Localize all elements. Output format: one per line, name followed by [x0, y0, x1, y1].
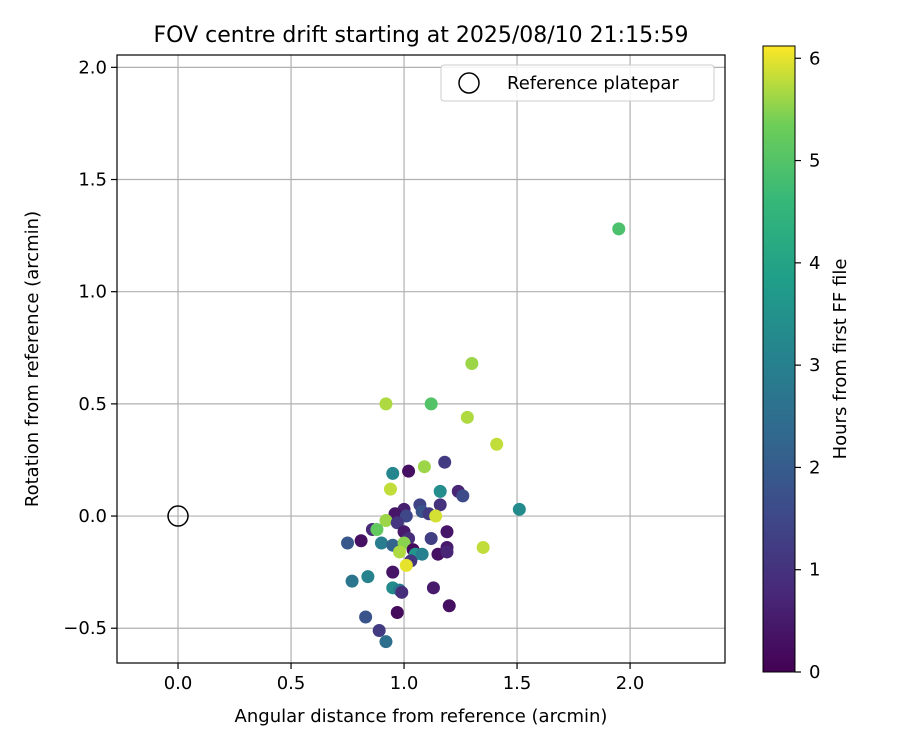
plot-frame	[116, 54, 726, 664]
data-point	[433, 498, 447, 512]
data-point	[476, 540, 490, 554]
y-tick-label: 1.0	[78, 282, 107, 303]
data-point	[424, 531, 438, 545]
data-point	[383, 482, 397, 496]
colorbar-tick-label: 3	[809, 355, 820, 376]
data-point	[379, 635, 393, 649]
data-point	[429, 509, 443, 523]
data-point	[612, 222, 626, 236]
legend-reference-marker	[458, 72, 480, 94]
data-point	[379, 397, 393, 411]
data-point	[390, 516, 404, 530]
colorbar: 0 1 2 3 4 5 6 Hours from first FF file	[762, 45, 851, 683]
data-points	[167, 222, 626, 649]
legend-reference-label: Reference platepar	[507, 73, 679, 94]
data-point	[395, 585, 409, 599]
x-tick-label: 2.0	[616, 673, 645, 694]
data-point	[424, 397, 438, 411]
y-tick-label: 1.5	[78, 170, 107, 191]
x-axis-label: Angular distance from reference (arcmin)	[235, 706, 608, 727]
data-point	[399, 509, 413, 523]
data-point	[426, 581, 440, 595]
legend: Reference platepar	[440, 64, 715, 102]
data-point	[456, 489, 470, 503]
data-point	[440, 545, 454, 559]
data-point	[460, 410, 474, 424]
colorbar-tick-label: 4	[809, 253, 820, 274]
x-tick-label: 0.5	[277, 673, 306, 694]
data-point	[512, 502, 526, 516]
y-axis-label: Rotation from reference (arcmin)	[22, 211, 43, 507]
y-tick-label: 2.0	[78, 57, 107, 78]
colorbar-tick-label: 5	[809, 151, 820, 172]
x-tick-label: 1.5	[503, 673, 532, 694]
data-point	[393, 545, 407, 559]
data-point	[386, 565, 400, 579]
data-point	[390, 606, 404, 620]
data-point	[372, 623, 386, 637]
data-point	[433, 484, 447, 498]
colorbar-ticks: 0 1 2 3 4 5 6	[795, 48, 820, 683]
colorbar-gradient	[762, 45, 796, 673]
data-point	[440, 525, 454, 539]
data-point	[359, 610, 373, 624]
data-point	[341, 536, 355, 550]
data-point	[465, 356, 479, 370]
data-point	[379, 514, 393, 528]
y-tick-label: −0.5	[63, 618, 107, 639]
data-point	[386, 466, 400, 480]
data-point	[361, 570, 375, 584]
data-point	[345, 574, 359, 588]
colorbar-tick-label: 1	[809, 560, 820, 581]
colorbar-tick-label: 2	[809, 457, 820, 478]
data-point	[374, 536, 388, 550]
plot-grid	[117, 55, 725, 663]
y-tick-label: 0.5	[78, 394, 107, 415]
data-point	[415, 547, 429, 561]
plot-axes: 0.0 0.5 1.0 1.5 2.0 −0.5 0.0 0.5 1.0 1.5 2.0	[63, 57, 644, 694]
data-point	[354, 534, 368, 548]
data-point	[370, 523, 384, 537]
x-tick-label: 1.0	[390, 673, 419, 694]
y-tick-label: 0.0	[78, 506, 107, 527]
x-tick-label: 0.0	[164, 673, 193, 694]
colorbar-tick-label: 0	[809, 662, 820, 683]
colorbar-label: Hours from first FF file	[830, 259, 851, 460]
reference-platepar-marker	[167, 505, 189, 527]
colorbar-tick-label: 6	[809, 48, 820, 69]
chart-title: FOV centre drift starting at 2025/08/10 …	[154, 23, 689, 48]
data-point	[399, 558, 413, 572]
data-point	[442, 599, 456, 613]
data-point	[402, 464, 416, 478]
data-point	[438, 455, 452, 469]
data-point	[417, 460, 431, 474]
data-point	[490, 437, 504, 451]
legend-box	[440, 64, 715, 102]
